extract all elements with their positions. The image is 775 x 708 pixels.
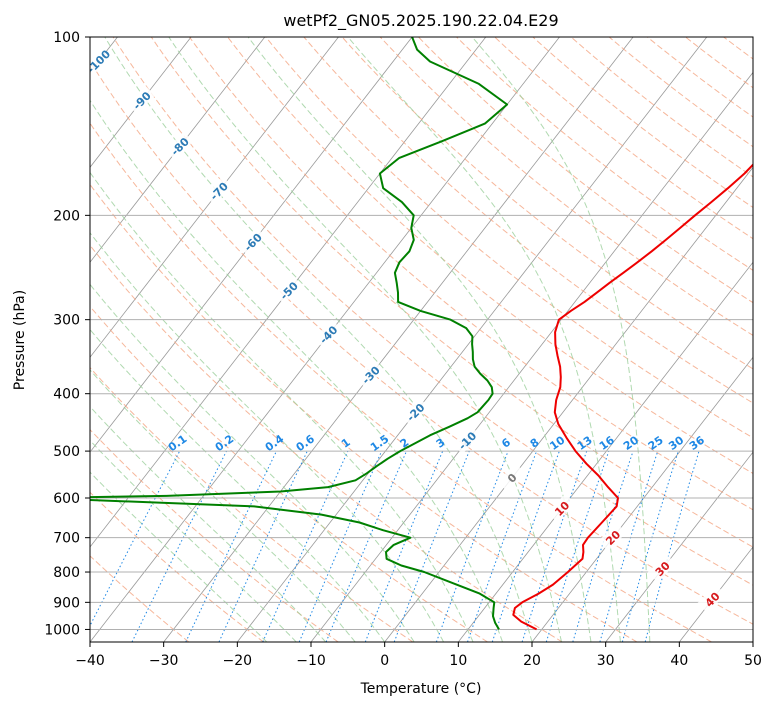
- x-tick-label: 30: [597, 653, 615, 669]
- dry-adiabat-line: [379, 37, 753, 336]
- dry-adiabat-line: [90, 183, 638, 642]
- mixing-ratio-line: [262, 450, 349, 642]
- isotherm-label-bg: [598, 522, 627, 552]
- isotherm-label-bg: [697, 584, 726, 613]
- x-tick-label: 40: [670, 653, 688, 669]
- dry-adiabat-line: [90, 491, 264, 642]
- moist-adiabat-line: [90, 328, 386, 642]
- y-tick-label: 300: [53, 313, 80, 329]
- dry-adiabat-line: [494, 37, 753, 240]
- x-tick-label: −40: [75, 653, 105, 669]
- x-tick-label: 20: [523, 653, 541, 669]
- y-tick-label: 500: [53, 444, 80, 460]
- x-tick-label: 50: [744, 653, 762, 669]
- mixing-ratio-line: [521, 450, 588, 642]
- isotherm-label-bg: [497, 463, 526, 492]
- dry-adiabat-line: [456, 37, 753, 271]
- isotherm-label-bg: [647, 553, 676, 583]
- moist-adiabat-line: [347, 37, 621, 642]
- chart-title: wetPf2_GN05.2025.190.22.04.E29: [283, 11, 558, 31]
- isotherm-label-bg: [90, 46, 112, 75]
- isotherm-line: [90, 37, 487, 548]
- mixing-ratio-line: [621, 450, 679, 642]
- mixing-ratio-line: [572, 450, 634, 642]
- isotherm-line: [384, 166, 753, 642]
- isotherm-label-bg: [547, 493, 576, 522]
- x-tick-label: −30: [149, 653, 179, 669]
- isotherm-line: [310, 71, 753, 642]
- isotherm-label-bg: [452, 425, 481, 455]
- y-tick-label: 200: [53, 208, 80, 224]
- plot-area: [90, 37, 753, 642]
- dry-adiabat-line: [418, 37, 753, 304]
- dry-adiabat-line: [90, 305, 488, 642]
- dry-adiabat-line: [90, 60, 753, 625]
- isotherm-label-bg: [127, 85, 156, 114]
- mixing-ratio-line: [467, 450, 538, 642]
- y-axis-title: Pressure (hPa): [12, 290, 28, 390]
- mixing-ratio-line: [435, 450, 509, 642]
- y-tick-label: 1000: [44, 622, 80, 638]
- isotherm-label-bg: [274, 275, 303, 305]
- mixing-ratio-line: [325, 450, 407, 642]
- dry-adiabat-line: [90, 244, 563, 642]
- plot-layer: [90, 37, 753, 642]
- mixing-ratio-line: [545, 450, 610, 642]
- moist-adiabat-line: [90, 439, 297, 642]
- moist-adiabat-line: [104, 37, 533, 642]
- moist-adiabat-line: [90, 99, 503, 642]
- plot-frame: [89, 36, 754, 643]
- isotherm-label-bg: [355, 360, 385, 389]
- moist-adiabat-line: [90, 405, 327, 642]
- isotherm-line: [163, 37, 634, 642]
- x-axis-title: Temperature (°C): [360, 681, 482, 697]
- y-tick-label: 100: [53, 30, 80, 46]
- moist-adiabat-line: [90, 369, 356, 642]
- isotherm-line: [90, 37, 339, 358]
- isotherm-line: [90, 37, 192, 168]
- mixing-ratio-line: [599, 450, 659, 642]
- dry-adiabat-line: [227, 37, 753, 475]
- isotherm-label-bg: [400, 397, 430, 426]
- dry-adiabat-line: [303, 37, 753, 404]
- moist-adiabat-line: [90, 283, 415, 642]
- isotherm-label: 0: [497, 463, 526, 492]
- isotherm-label-bg: [204, 176, 233, 205]
- y-tick-label: 700: [53, 531, 80, 547]
- dry-adiabat-line: [341, 37, 753, 370]
- temperature-profile: [512, 163, 753, 631]
- dry-adiabat-line: [188, 37, 753, 511]
- dewpoint-profile: [90, 37, 509, 630]
- dry-adiabat-line: [90, 428, 339, 642]
- moist-adiabat-line: [247, 37, 592, 642]
- x-tick-label: 10: [449, 653, 467, 669]
- y-tick-label: 400: [53, 387, 80, 403]
- isotherm-label-bg: [313, 319, 342, 349]
- moist-adiabat-line: [90, 171, 474, 642]
- dry-adiabat-line: [608, 37, 753, 148]
- mixing-ratio-line: [298, 450, 383, 642]
- isotherm-label-bg: [238, 227, 267, 256]
- isotherm-line: [90, 37, 413, 453]
- x-tick-label: 0: [380, 653, 389, 669]
- mixing-ratio-line: [393, 450, 470, 642]
- mixing-ratio-line: [491, 450, 560, 642]
- axis-layer: −40 −30 −20 −10 0 10 20 30 40 50 100 200 300 400 500 60…: [44, 30, 762, 669]
- isotherm-label-bg: [165, 131, 194, 160]
- dry-adiabat-line: [150, 37, 753, 548]
- isotherm-line: [605, 451, 753, 642]
- y-tick-label: 600: [53, 491, 80, 507]
- x-tick-label: −20: [223, 653, 253, 669]
- y-tick-label: 800: [53, 565, 80, 581]
- dry-adiabat-line: [265, 37, 753, 439]
- x-tick-label: −10: [296, 653, 326, 669]
- y-tick-label: 900: [53, 595, 80, 611]
